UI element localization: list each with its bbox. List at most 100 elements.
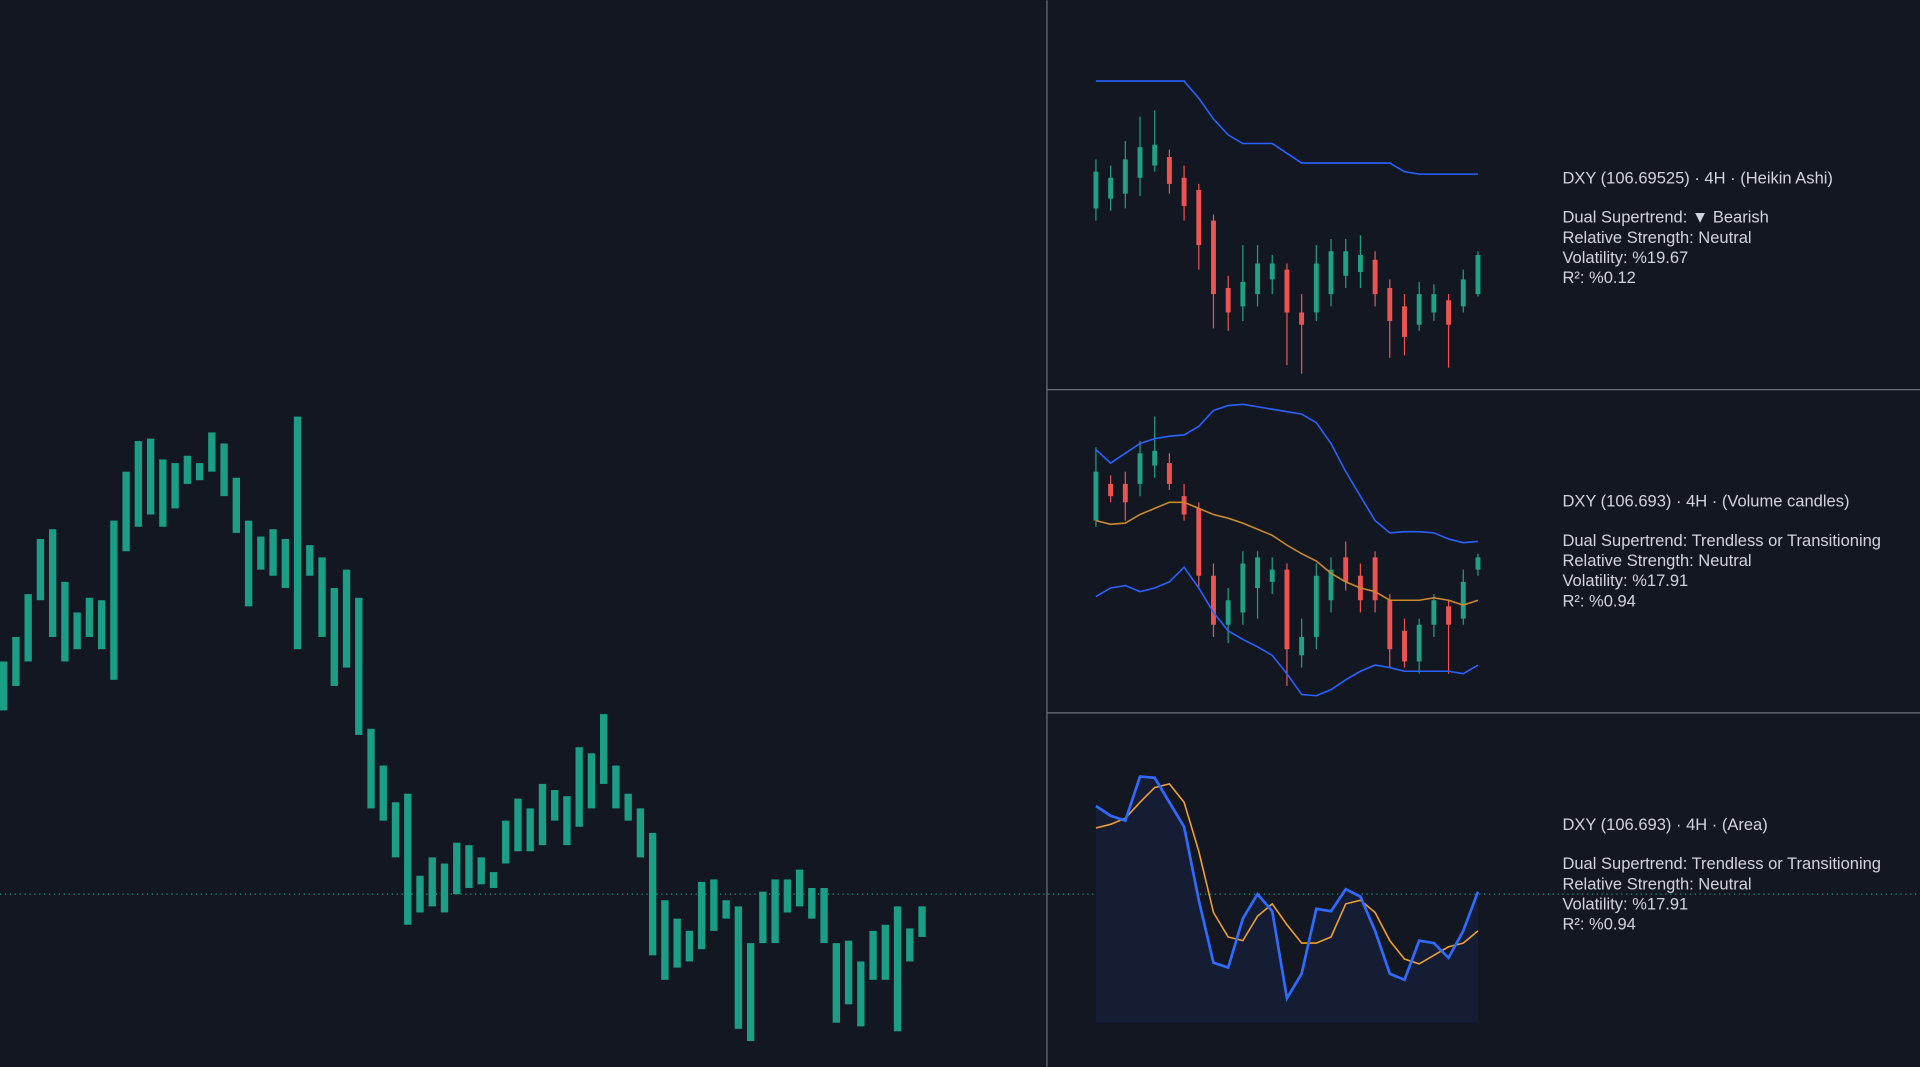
candle-body: [1402, 630, 1407, 662]
indicator-line: [1095, 403, 1479, 544]
bar: [269, 529, 277, 576]
candle-body: [1284, 569, 1290, 650]
panel-info: Dual Supertrend: Trendless or Transition…: [1562, 531, 1881, 550]
bar: [722, 900, 730, 919]
bar: [122, 471, 130, 552]
candle-body: [1240, 281, 1246, 307]
bar: [624, 793, 632, 821]
bar: [857, 961, 865, 1027]
bar: [61, 581, 69, 662]
candle-body: [1372, 557, 1378, 601]
bar: [820, 887, 828, 944]
bar: [318, 557, 326, 637]
candle-body: [1122, 159, 1128, 194]
bar: [918, 906, 926, 937]
bar: [673, 918, 681, 968]
bar: [538, 783, 547, 846]
panel-title: DXY (106.693) · 4H · (Volume candles): [1562, 492, 1849, 511]
candle-body: [1284, 269, 1290, 313]
panel-info: Relative Strength: Neutral: [1562, 228, 1751, 247]
candle-body: [1372, 259, 1378, 295]
bar: [869, 930, 877, 980]
bar: [685, 930, 694, 962]
candle-body: [1431, 600, 1437, 625]
bar: [355, 597, 363, 735]
bar: [232, 477, 240, 533]
bar: [587, 753, 596, 809]
candle-body: [1225, 600, 1231, 625]
bar: [48, 529, 57, 637]
panel-info: Volatility: %19.67: [1562, 248, 1688, 267]
bar: [502, 820, 510, 864]
candle-body: [1166, 463, 1172, 484]
candle-body: [1431, 294, 1437, 313]
bar: [183, 455, 192, 484]
bar: [881, 924, 889, 980]
panel-info: R²: %0.94: [1562, 591, 1635, 610]
bar: [379, 765, 387, 821]
bar: [244, 520, 253, 607]
bar: [551, 790, 559, 821]
bar: [832, 943, 840, 1023]
bar: [489, 872, 498, 888]
candle-body: [1402, 306, 1407, 337]
panel-info: R²: %0.94: [1562, 915, 1635, 934]
candle-body: [1196, 190, 1202, 246]
bar: [453, 842, 461, 895]
panel-info: Volatility: %17.91: [1562, 894, 1688, 913]
indicator-line: [1095, 501, 1479, 606]
panel-info: Dual Supertrend: Trendless or Transition…: [1562, 854, 1881, 873]
bar: [85, 597, 94, 637]
candle-body: [1255, 263, 1260, 295]
candle-body: [1152, 450, 1158, 466]
candle-body: [1328, 251, 1334, 295]
candle-body: [1416, 294, 1422, 325]
candle-body: [1299, 312, 1305, 325]
bar: [428, 857, 436, 907]
bar: [24, 594, 32, 662]
candle-body: [1225, 287, 1231, 313]
bar: [465, 845, 473, 888]
candle-body: [1122, 483, 1128, 503]
candle-body: [1357, 254, 1363, 273]
candle-body: [1328, 569, 1334, 601]
candle-body: [1211, 575, 1216, 625]
bar: [600, 714, 608, 784]
candle-body: [1108, 483, 1114, 497]
bar: [195, 463, 204, 481]
bar: [220, 443, 228, 497]
candle-body: [1446, 300, 1452, 325]
candle-body: [1313, 575, 1319, 637]
bar: [771, 879, 779, 944]
candle-body: [1475, 557, 1481, 570]
bar: [440, 863, 449, 913]
bar: [293, 416, 302, 650]
candle-body: [1313, 263, 1319, 313]
candle-body: [1343, 251, 1349, 276]
bar: [36, 539, 45, 601]
candle-body: [1152, 144, 1158, 166]
bar: [808, 887, 816, 919]
bar: [391, 802, 400, 858]
bar: [208, 432, 216, 472]
candle-body: [1269, 569, 1275, 582]
panel-info: Relative Strength: Neutral: [1562, 551, 1751, 570]
bar: [710, 879, 718, 931]
bar: [110, 520, 118, 680]
panel-info: Volatility: %17.91: [1562, 571, 1688, 590]
panel-info: Dual Supertrend: ▼ Bearish: [1562, 208, 1768, 227]
bar: [0, 661, 8, 711]
bar: [367, 728, 375, 809]
bar: [661, 900, 669, 980]
bar: [12, 636, 20, 686]
bar: [697, 881, 706, 950]
bar: [477, 857, 485, 885]
candle-body: [1240, 563, 1246, 613]
candle-body: [1460, 279, 1466, 307]
bar: [575, 747, 583, 827]
bar: [404, 793, 412, 925]
candle-body: [1269, 263, 1275, 280]
bar: [342, 569, 351, 668]
candle-body: [1255, 557, 1260, 588]
